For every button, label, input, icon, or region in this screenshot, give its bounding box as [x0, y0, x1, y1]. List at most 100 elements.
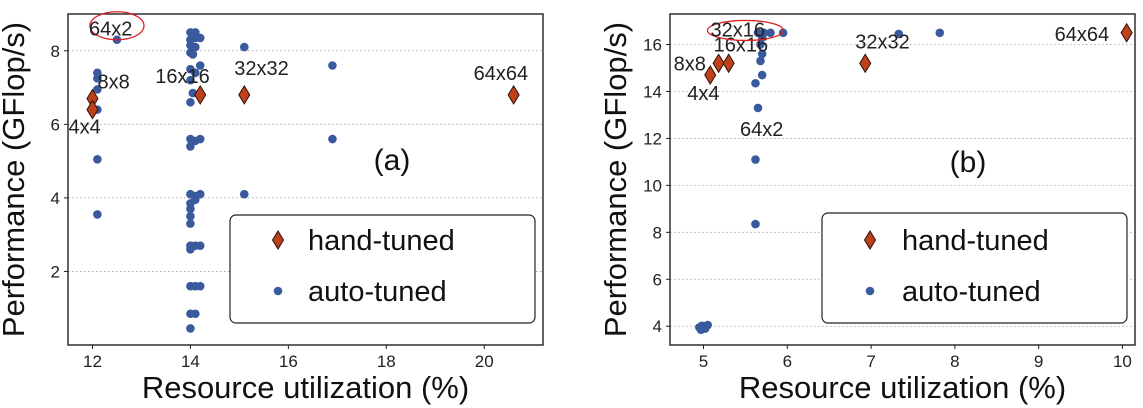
point-annotation: 32x32	[855, 31, 910, 53]
auto-tuned-point	[186, 97, 195, 107]
x-axis-title: Resource utilization (%)	[142, 370, 469, 405]
legend-auto-tuned-label: auto-tuned	[902, 276, 1041, 308]
legend-hand-tuned-marker	[863, 230, 877, 250]
y-tick-label: 6	[51, 115, 60, 134]
auto-tuned-point	[186, 211, 195, 221]
x-tick-label: 5	[699, 352, 708, 371]
auto-tuned-point	[195, 61, 205, 70]
auto-tuned-point	[751, 78, 760, 88]
auto-tuned-point	[239, 189, 249, 199]
y-axis-title: Performance (GFlop/s)	[0, 22, 31, 337]
legend-auto-tuned-marker	[865, 286, 875, 296]
auto-tuned-point	[756, 40, 765, 49]
chart-panel-a: 12 14 16 18 20 2 4 6 8 Resource utilization (%) Pe…	[0, 11, 544, 405]
y-tick-label: 16	[643, 36, 662, 55]
point-annotation: 4x4	[68, 117, 100, 139]
point-annotation: 64x2	[740, 119, 783, 141]
hand-tuned-point	[507, 84, 520, 105]
hand-tuned-point	[86, 99, 99, 120]
point-annotation: 64x64	[474, 63, 528, 85]
auto-tuned-point	[93, 74, 102, 83]
highlight-annotation: 32x16	[710, 19, 765, 41]
x-tick-label: 6	[783, 352, 792, 371]
auto-tuned-point	[93, 210, 102, 219]
auto-tuned-point	[191, 309, 200, 319]
plot-frame	[669, 13, 1136, 346]
panel-label: (b)	[950, 146, 987, 179]
hand-tuned-point	[238, 84, 251, 105]
highlight-annotation: 64x2	[89, 19, 132, 41]
auto-tuned-point	[191, 68, 200, 78]
legend: hand-tuned auto-tuned	[229, 214, 536, 324]
hand-tuned-point	[1120, 22, 1133, 43]
auto-tuned-point	[757, 49, 767, 59]
plot-frame	[67, 13, 544, 346]
y-tick-label: 4	[653, 317, 662, 336]
auto-tuned-point	[195, 241, 205, 250]
auto-tuned-point	[751, 155, 760, 164]
auto-tuned-point	[328, 134, 337, 144]
auto-tuned-point	[756, 56, 765, 66]
panel-label: (a)	[374, 144, 411, 177]
x-tick-label: 12	[83, 352, 102, 371]
chart-panel-b: 5 6 7 8 9 10 4 6 8 10 12 14 16 Resource utilization (…	[598, 13, 1136, 405]
auto-tuned-point	[757, 70, 767, 80]
highlight-ellipse	[89, 11, 145, 41]
x-tick-label: 14	[181, 352, 200, 371]
auto-tuned-point	[188, 50, 198, 59]
y-tick-label: 12	[643, 129, 662, 148]
auto-tuned-point	[191, 42, 200, 52]
point-annotation: 8x8	[97, 72, 129, 94]
hand-tuned-point	[859, 53, 872, 74]
x-tick-label: 7	[866, 352, 875, 371]
point-annotation: 16x16	[155, 66, 210, 88]
legend-box	[821, 212, 1128, 324]
auto-tuned-point	[751, 219, 760, 229]
x-tick-label: 10	[1113, 352, 1132, 371]
auto-tuned-point	[186, 204, 195, 214]
legend-hand-tuned-marker	[271, 230, 285, 250]
legend: hand-tuned auto-tuned	[821, 212, 1128, 324]
y-tick-label: 2	[51, 262, 60, 281]
auto-tuned-point	[186, 245, 195, 254]
auto-tuned-point	[191, 195, 200, 205]
auto-tuned-point	[186, 75, 195, 85]
auto-tuned-point	[894, 29, 904, 39]
point-annotation: 32x32	[234, 58, 289, 80]
auto-tuned-point	[93, 85, 102, 94]
y-tick-label: 10	[643, 176, 662, 195]
auto-tuned-point	[697, 321, 707, 331]
hand-tuned-point	[194, 84, 207, 105]
y-tick-label: 4	[51, 189, 60, 208]
auto-tuned-point	[195, 281, 205, 291]
y-tick-label: 8	[51, 42, 60, 61]
auto-tuned-point	[195, 134, 205, 144]
point-annotation: 8x8	[674, 53, 706, 75]
hand-tuned-point	[722, 53, 735, 74]
point-annotation: 64x64	[1055, 24, 1110, 46]
x-axis-title: Resource utilization (%)	[739, 370, 1066, 405]
x-tick-label: 8	[950, 352, 959, 371]
y-tick-label: 6	[653, 270, 662, 289]
legend-box	[229, 214, 536, 324]
legend-auto-tuned-marker	[273, 286, 283, 296]
x-tick-label: 16	[279, 352, 298, 371]
y-tick-label: 8	[653, 223, 662, 242]
x-tick-label: 9	[1034, 352, 1043, 371]
x-tick-label: 18	[377, 352, 396, 371]
x-tick-label: 20	[475, 352, 494, 371]
hand-tuned-point	[704, 65, 717, 85]
auto-tuned-point	[195, 33, 205, 43]
legend-auto-tuned-label: auto-tuned	[308, 276, 447, 308]
auto-tuned-point	[239, 42, 249, 52]
legend-hand-tuned-label: hand-tuned	[308, 225, 455, 257]
auto-tuned-point	[935, 28, 945, 38]
auto-tuned-point	[195, 189, 205, 199]
hand-tuned-point	[712, 53, 725, 74]
auto-tuned-point	[186, 142, 195, 151]
auto-tuned-point	[766, 28, 775, 38]
y-tick-label: 14	[643, 82, 662, 101]
legend-hand-tuned-label: hand-tuned	[902, 225, 1049, 257]
auto-tuned-point	[753, 103, 763, 113]
